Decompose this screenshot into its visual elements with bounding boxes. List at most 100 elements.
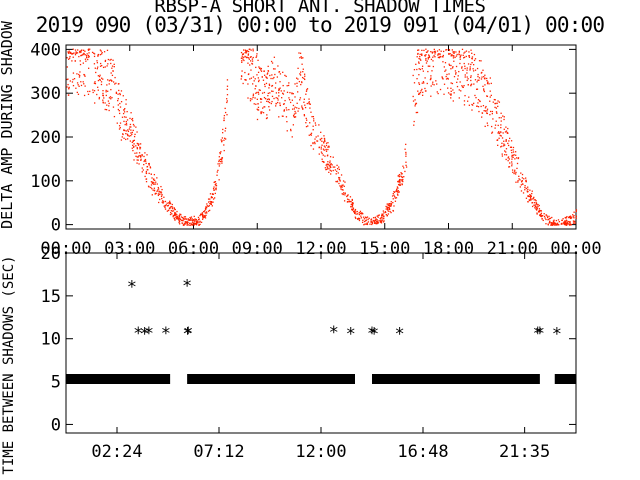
red-point	[341, 193, 343, 195]
baseline-star-band	[187, 374, 355, 384]
red-point	[418, 57, 420, 60]
red-point	[511, 158, 513, 160]
star-point: *	[183, 324, 193, 344]
red-point	[80, 81, 82, 83]
red-point	[70, 52, 72, 54]
red-point	[324, 167, 327, 169]
red-point	[470, 49, 472, 51]
red-point	[553, 224, 555, 226]
red-point	[144, 158, 147, 161]
red-point	[476, 88, 479, 90]
star-point: *	[133, 324, 143, 344]
red-point	[115, 82, 117, 84]
red-point	[83, 52, 85, 55]
red-point	[403, 167, 405, 169]
red-point	[279, 104, 281, 106]
red-point	[88, 52, 90, 54]
red-point	[255, 92, 257, 94]
red-point	[538, 209, 540, 212]
red-point	[66, 86, 68, 88]
red-point	[491, 110, 494, 113]
red-point	[485, 105, 487, 108]
red-point	[312, 115, 315, 118]
red-point	[260, 98, 263, 100]
red-point	[529, 193, 531, 196]
red-point	[210, 201, 213, 203]
red-point	[275, 103, 277, 105]
red-point	[476, 67, 479, 70]
red-point	[507, 157, 509, 159]
red-point	[365, 219, 367, 221]
red-point	[197, 216, 200, 219]
red-point	[421, 94, 424, 96]
top-y-tick-label: 400	[30, 40, 61, 60]
red-point	[551, 216, 553, 219]
red-point	[464, 67, 466, 70]
top-x-tick-label: 06:00	[168, 239, 219, 259]
red-point	[352, 207, 355, 209]
red-point	[397, 191, 399, 193]
red-point	[100, 50, 102, 52]
red-point	[101, 51, 103, 54]
red-point	[557, 219, 560, 221]
red-point	[508, 166, 511, 168]
red-point	[243, 59, 245, 62]
red-point	[253, 103, 255, 105]
red-point	[177, 216, 179, 218]
red-point	[535, 201, 537, 204]
red-point	[278, 92, 280, 94]
red-point	[379, 217, 381, 220]
red-point	[273, 97, 275, 100]
red-point	[194, 222, 197, 225]
red-point	[354, 216, 356, 218]
red-point	[153, 189, 156, 191]
red-point	[452, 100, 454, 102]
red-point	[360, 217, 363, 219]
red-point	[414, 99, 416, 101]
red-point	[434, 51, 437, 53]
red-point	[536, 207, 538, 209]
red-point	[421, 68, 423, 70]
red-point	[202, 213, 204, 216]
red-point	[461, 66, 463, 68]
red-point	[198, 224, 200, 226]
red-point	[498, 132, 501, 134]
red-point	[323, 149, 325, 151]
red-point	[509, 162, 511, 164]
red-point	[214, 183, 216, 186]
red-point	[494, 99, 496, 101]
red-point	[419, 58, 421, 60]
red-point	[292, 93, 294, 95]
red-point	[246, 56, 248, 59]
red-point	[392, 198, 394, 200]
red-point	[416, 56, 418, 58]
red-point	[194, 220, 196, 222]
red-point	[439, 55, 441, 58]
red-point	[278, 95, 280, 97]
red-point	[443, 66, 445, 68]
red-point	[389, 205, 391, 207]
red-point	[205, 206, 207, 208]
red-point	[109, 59, 111, 61]
red-point	[133, 125, 135, 127]
red-point	[463, 57, 465, 59]
red-point	[87, 58, 89, 61]
red-point	[199, 223, 201, 226]
red-point	[421, 82, 423, 84]
red-point	[512, 154, 514, 156]
red-point	[489, 90, 491, 92]
red-point	[260, 98, 262, 100]
red-point	[359, 210, 362, 213]
red-point	[570, 216, 572, 218]
red-point	[437, 92, 439, 95]
red-point	[287, 84, 290, 87]
red-point	[226, 85, 229, 87]
red-point	[154, 192, 157, 195]
red-point	[423, 49, 425, 52]
red-point	[183, 223, 186, 225]
red-point	[257, 77, 260, 79]
red-point	[177, 218, 179, 220]
red-point	[515, 181, 517, 183]
red-point	[471, 61, 473, 64]
red-point	[448, 52, 450, 55]
